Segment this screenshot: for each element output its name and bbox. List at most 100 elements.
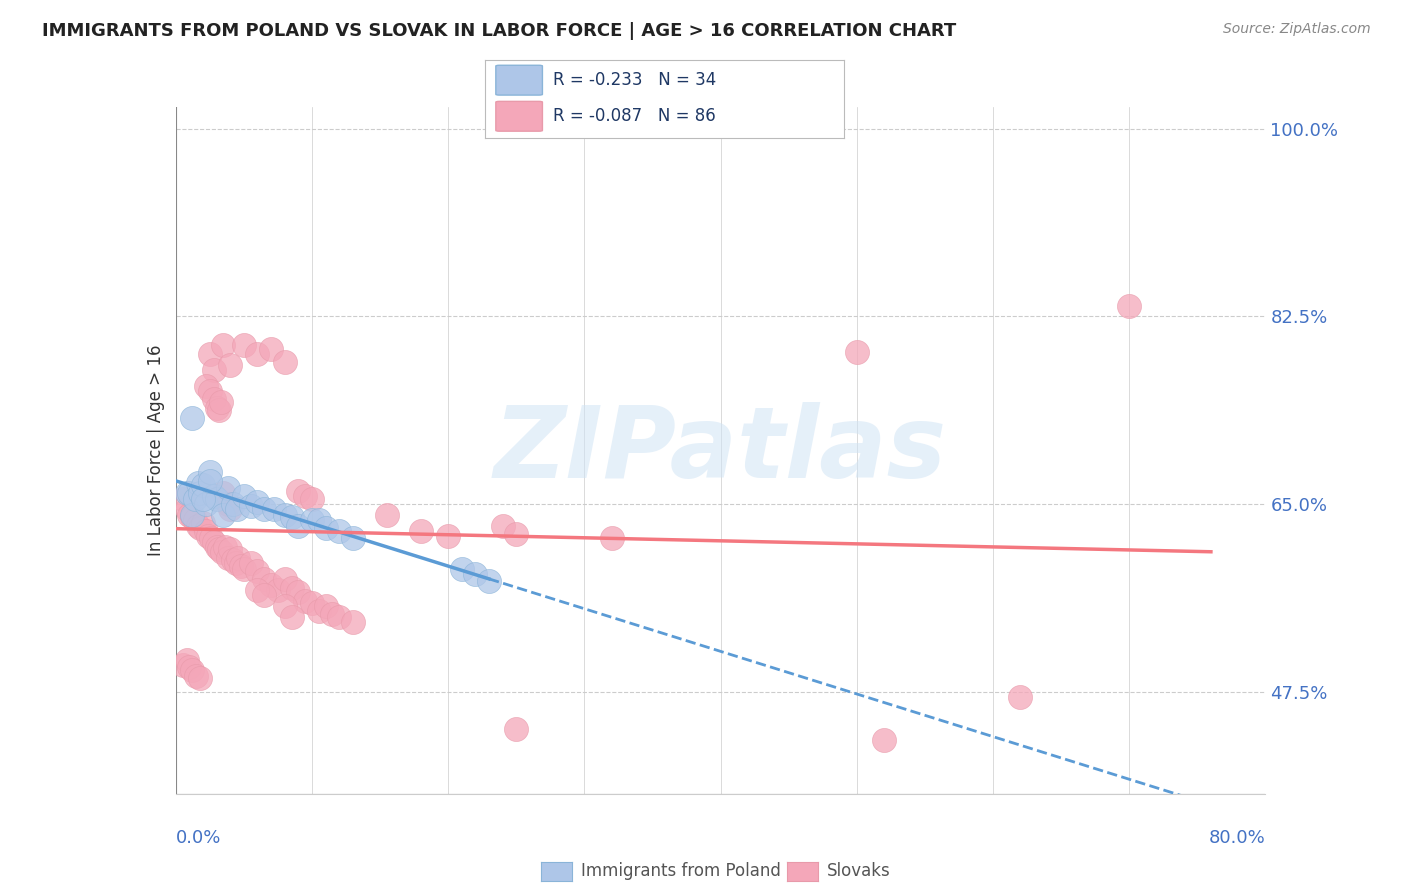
Point — [232, 489, 254, 503]
Point — [222, 553, 245, 567]
Point — [179, 486, 201, 500]
Point — [209, 395, 232, 409]
Point — [198, 347, 221, 361]
Point — [176, 486, 198, 500]
Point — [505, 527, 527, 541]
Point — [267, 582, 290, 597]
Point — [226, 502, 249, 516]
FancyBboxPatch shape — [496, 65, 543, 95]
Point — [194, 379, 217, 393]
Text: R = -0.233   N = 34: R = -0.233 N = 34 — [553, 71, 717, 89]
Point — [219, 542, 242, 557]
Point — [217, 481, 239, 495]
Point — [200, 532, 222, 546]
Point — [217, 497, 239, 511]
Text: ZIPatlas: ZIPatlas — [494, 402, 948, 499]
Point — [212, 508, 235, 522]
Point — [301, 596, 323, 610]
Point — [198, 465, 221, 479]
Point — [198, 384, 221, 399]
Point — [239, 556, 262, 570]
Point — [202, 392, 225, 406]
Text: Immigrants from Poland: Immigrants from Poland — [581, 863, 780, 880]
Point — [202, 489, 225, 503]
Point — [176, 653, 198, 667]
Point — [191, 491, 214, 506]
Point — [263, 502, 285, 516]
Point — [274, 572, 297, 586]
Point — [315, 599, 337, 613]
Point — [219, 358, 242, 372]
Text: R = -0.087   N = 86: R = -0.087 N = 86 — [553, 107, 716, 125]
Point — [188, 671, 211, 685]
Point — [315, 521, 337, 535]
Point — [232, 561, 254, 575]
Point — [188, 521, 211, 535]
Point — [222, 497, 245, 511]
Text: 80.0%: 80.0% — [1209, 829, 1265, 847]
Point — [176, 502, 198, 516]
Point — [274, 355, 297, 369]
Point — [172, 491, 194, 506]
Point — [186, 669, 208, 683]
Point — [225, 556, 247, 570]
Point — [600, 532, 623, 546]
Point — [205, 491, 228, 506]
Point — [232, 338, 254, 352]
Point — [328, 524, 350, 538]
Point — [246, 495, 269, 509]
Point — [253, 502, 276, 516]
Point — [181, 411, 204, 425]
Point — [342, 532, 364, 546]
Point — [464, 566, 486, 581]
Point — [184, 491, 207, 506]
Point — [280, 581, 302, 595]
Point — [212, 338, 235, 352]
Point — [179, 508, 201, 522]
Point — [409, 524, 432, 538]
Point — [191, 516, 214, 531]
Point — [492, 518, 515, 533]
Point — [212, 486, 235, 500]
Point — [181, 508, 204, 522]
Point — [274, 508, 297, 522]
Point — [845, 344, 868, 359]
Point — [1010, 690, 1032, 705]
Point — [246, 347, 269, 361]
Point — [505, 723, 527, 737]
Point — [450, 561, 472, 575]
Point — [186, 475, 209, 490]
Point — [208, 402, 231, 417]
Point — [301, 513, 323, 527]
Point — [246, 564, 269, 578]
Point — [181, 664, 204, 678]
Point — [294, 489, 316, 503]
Text: 0.0%: 0.0% — [176, 829, 221, 847]
Point — [228, 550, 250, 565]
Point — [214, 540, 236, 554]
Point — [375, 508, 398, 522]
FancyBboxPatch shape — [496, 102, 543, 131]
Point — [205, 540, 228, 554]
Text: Source: ZipAtlas.com: Source: ZipAtlas.com — [1223, 22, 1371, 37]
Point — [478, 574, 501, 589]
Point — [219, 502, 242, 516]
Point — [274, 599, 297, 613]
Point — [873, 733, 896, 747]
Point — [172, 658, 194, 673]
Point — [280, 609, 302, 624]
Point — [246, 582, 269, 597]
Point — [231, 559, 253, 574]
Point — [253, 572, 276, 586]
Point — [211, 545, 233, 559]
Point — [308, 604, 330, 618]
Point — [253, 588, 276, 602]
Point — [287, 484, 309, 499]
Point — [179, 660, 201, 674]
Y-axis label: In Labor Force | Age > 16: In Labor Force | Age > 16 — [146, 344, 165, 557]
Point — [321, 607, 343, 621]
Point — [188, 486, 211, 500]
Point — [287, 518, 309, 533]
Point — [287, 585, 309, 599]
Point — [208, 542, 231, 557]
